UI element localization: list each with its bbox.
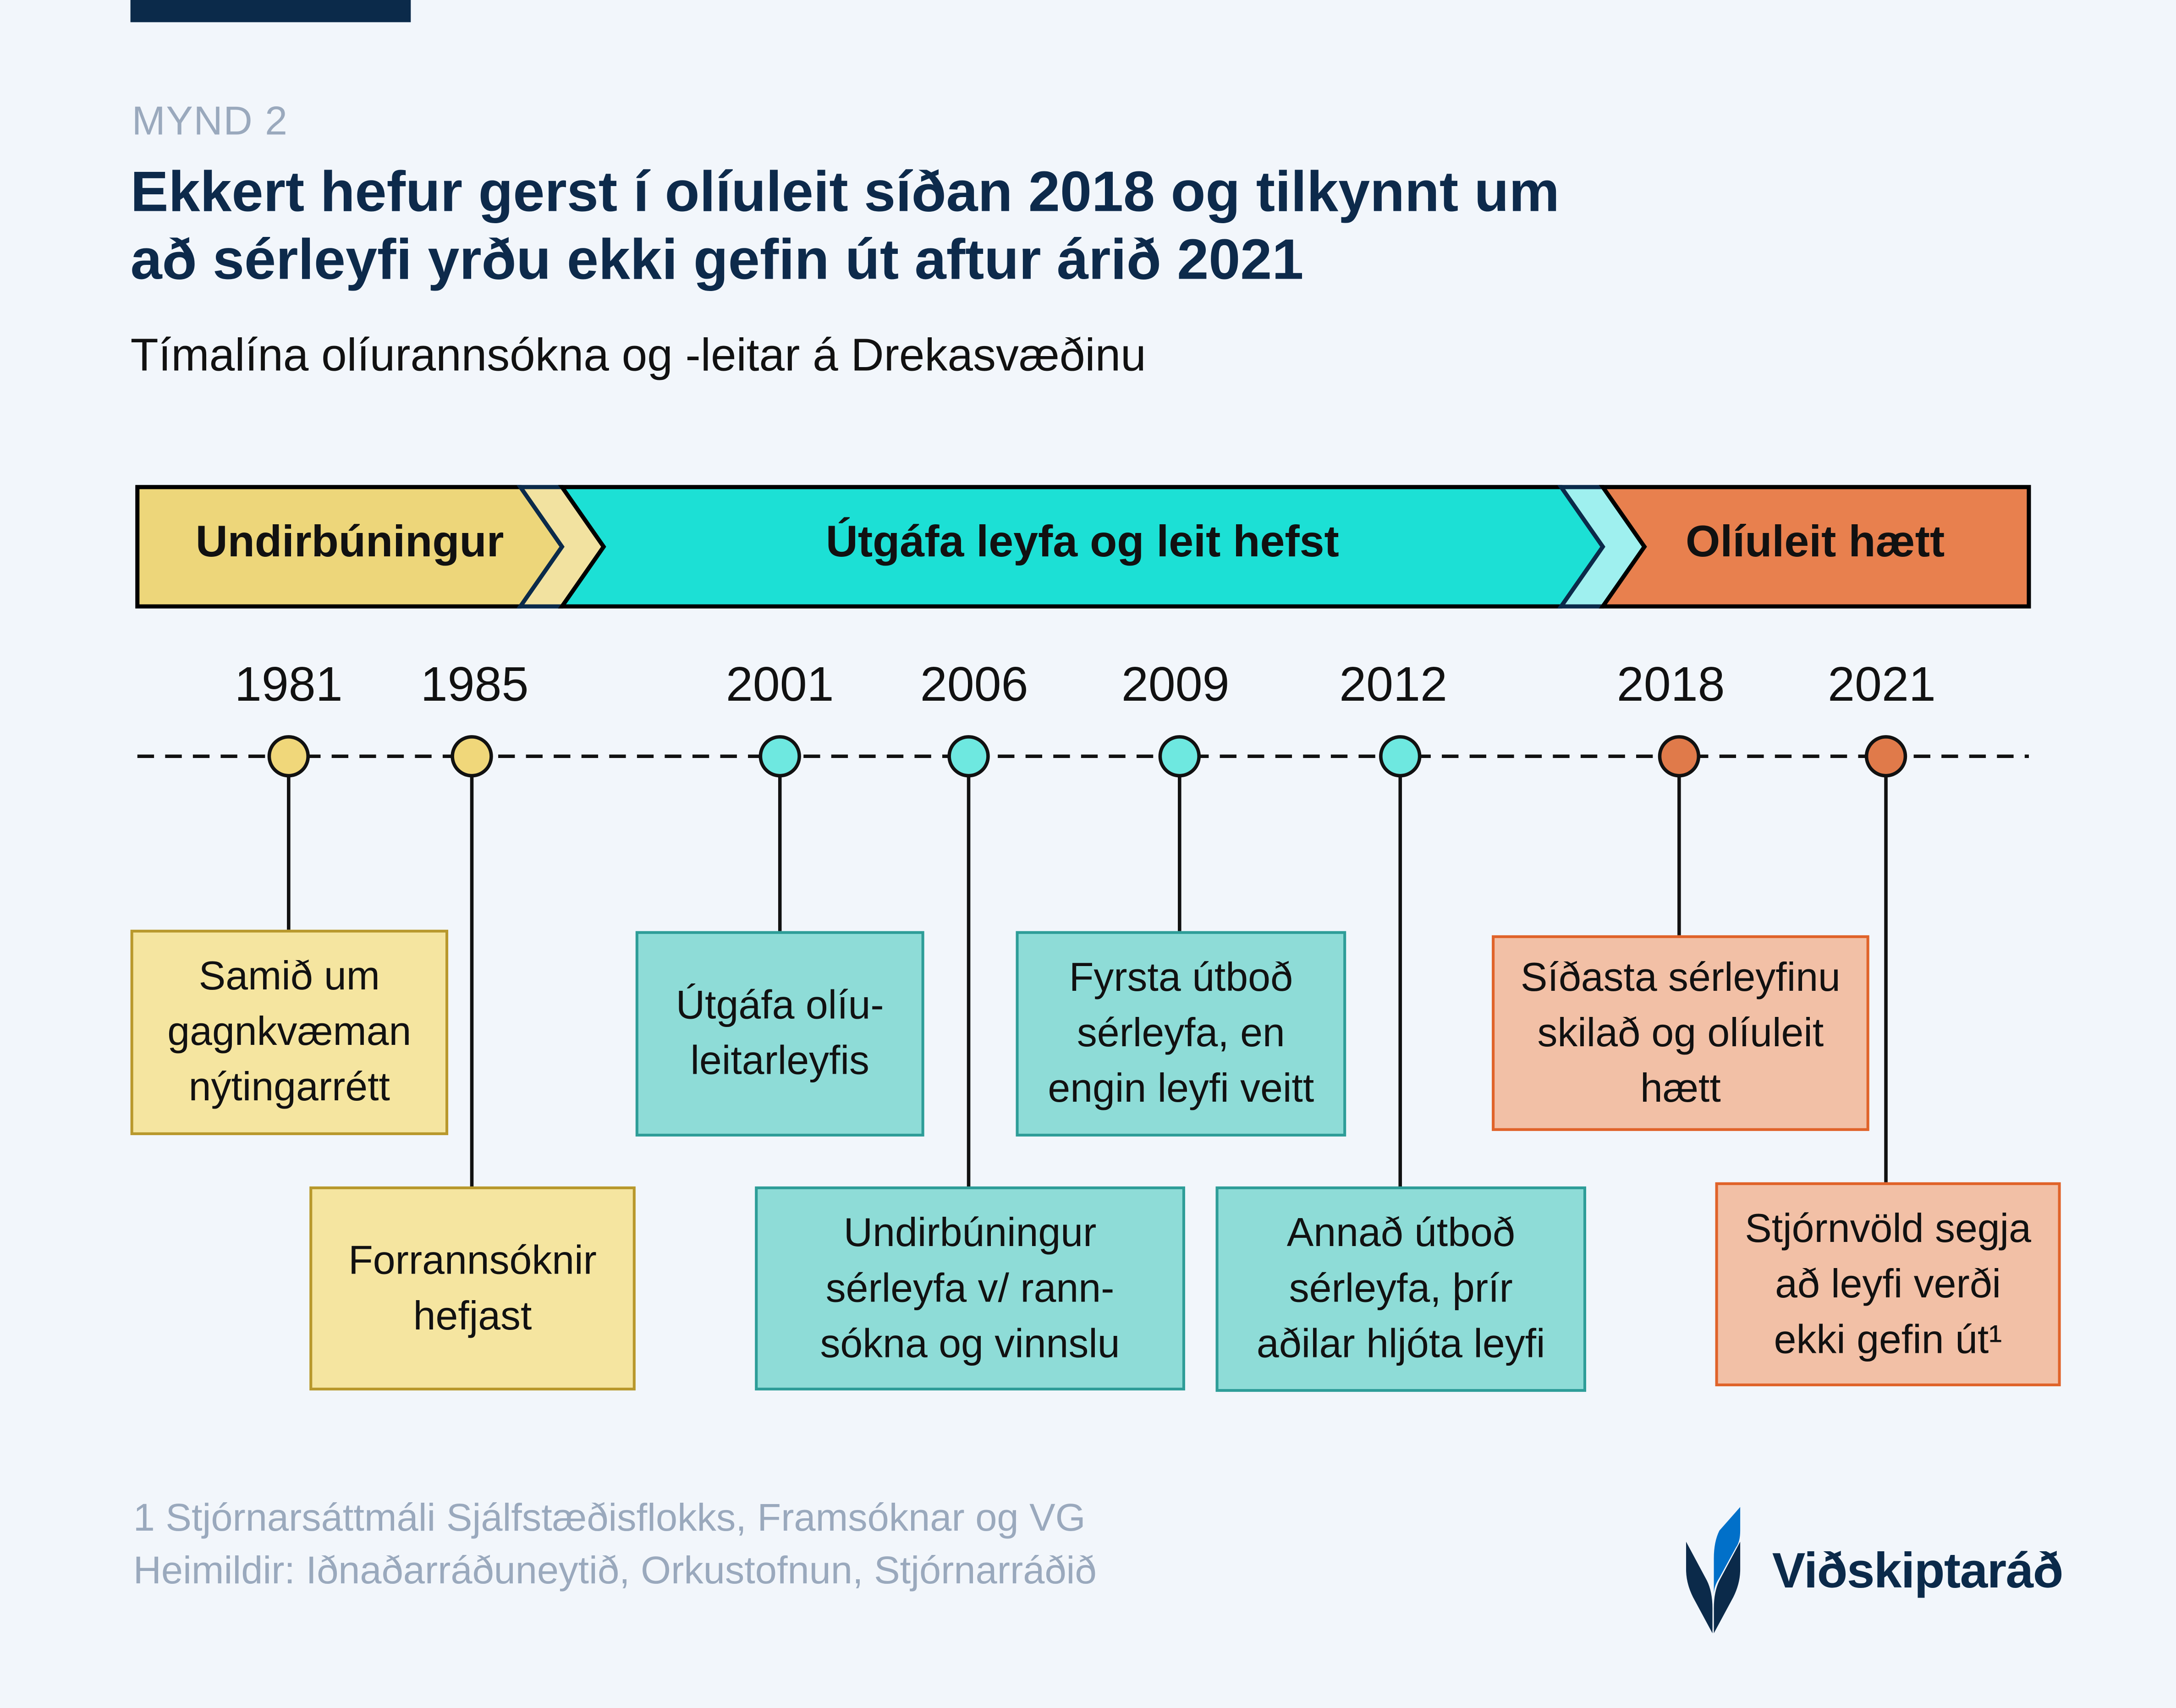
year-label: 2001 <box>725 658 834 712</box>
year-label: 1981 <box>234 658 343 712</box>
top-accent-bar <box>130 0 411 22</box>
year-label: 1985 <box>420 658 529 712</box>
timeline-marker-2018 <box>1658 735 1701 778</box>
year-label: 2018 <box>1616 658 1725 712</box>
sources: Heimildir: Iðnaðarráðuneytið, Orkustofnu… <box>133 1549 1097 1592</box>
phase-bar <box>135 485 2031 609</box>
event-box-2021: Stjórnvöld segja að leyfi verði ekki gef… <box>1715 1182 2061 1386</box>
phase-label-oliuleit-haett: Olíuleit hætt <box>1686 516 1945 566</box>
page-subtitle: Tímalína olíurannsókna og -leitar á Drek… <box>130 329 1146 380</box>
event-box-2009: Fyrsta útboð sérleyfa, en engin leyfi ve… <box>1016 931 1346 1137</box>
timeline-marker-2012 <box>1379 735 1422 778</box>
page-title: Ekkert hefur gerst í olíuleit síðan 2018… <box>130 159 1560 291</box>
phase-label-utgafa: Útgáfa leyfa og leit hefst <box>825 516 1339 566</box>
event-box-1985: Forrannsóknir hefjast <box>309 1186 636 1391</box>
event-box-2001: Útgáfa olíu- leitarleyfis <box>635 931 924 1137</box>
timeline-marker-2021 <box>1864 735 1907 778</box>
event-box-2012: Annað útboð sérleyfa, þrír aðilar hljóta… <box>1215 1186 1587 1392</box>
timeline-marker-2006 <box>947 735 990 778</box>
year-label: 2012 <box>1339 658 1448 712</box>
year-label: 2009 <box>1121 658 1230 712</box>
event-box-2006: Undirbúningur sérleyfa v/ rann- sókna og… <box>755 1186 1185 1391</box>
logo-text: Viðskiptaráð <box>1772 1542 2064 1599</box>
timeline-marker-1981 <box>267 735 310 778</box>
event-box-1981: Samið um gagnkvæman nýtingarrétt <box>130 929 449 1135</box>
timeline-marker-2001 <box>758 735 801 778</box>
event-box-2018: Síðasta sérleyfinu skilað og olíuleit hæ… <box>1492 935 1869 1131</box>
vidskiptarad-logo-icon <box>1686 1507 1741 1633</box>
footnote: 1 Stjórnarsáttmáli Sjálfstæðisflokks, Fr… <box>133 1496 1086 1539</box>
year-label: 2006 <box>920 658 1028 712</box>
figure-label: MYND 2 <box>132 100 288 144</box>
phase-oliuleit-haett <box>1599 485 2031 609</box>
year-label: 2021 <box>1828 658 1936 712</box>
timeline-marker-1985 <box>451 735 493 778</box>
timeline-marker-2009 <box>1158 735 1201 778</box>
phase-label-undirbuningur: Undirbúningur <box>195 516 504 566</box>
